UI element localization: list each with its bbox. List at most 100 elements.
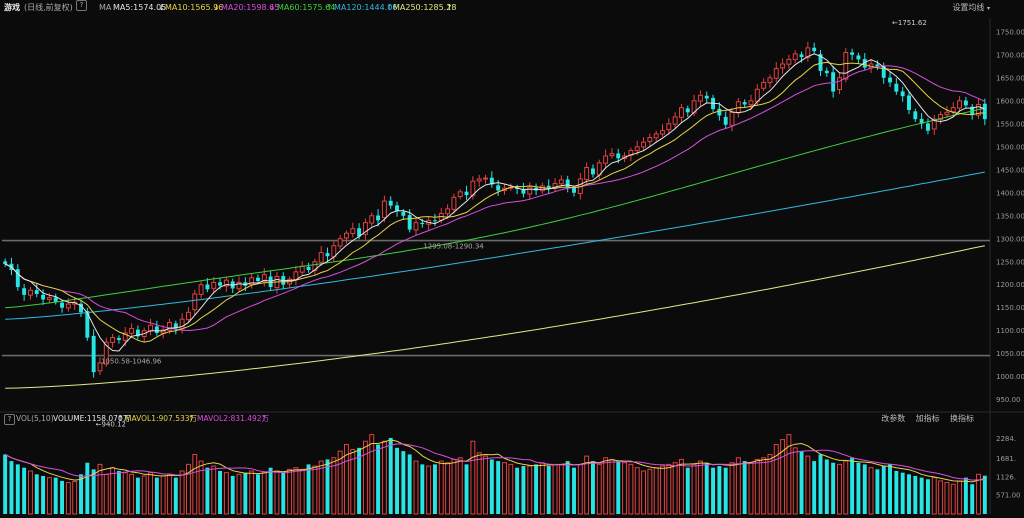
candle-body-up xyxy=(476,178,482,182)
volume-bar-up xyxy=(641,470,646,515)
volume-bar-down xyxy=(91,469,96,514)
y-tick-label: 1450.00 xyxy=(996,166,1024,174)
candle-body-down xyxy=(85,311,90,338)
volume-bar-down xyxy=(888,464,892,514)
volume-bar-down xyxy=(616,461,621,514)
candle-body-up xyxy=(767,77,773,84)
volume-bar-up xyxy=(729,462,735,515)
edit-params-button[interactable]: 改参数 xyxy=(881,414,906,423)
switch-indicator-button[interactable]: 换指标 xyxy=(950,414,974,423)
volume-bar-down xyxy=(243,472,248,514)
volume-bar-up xyxy=(103,473,109,515)
volume-bar-down xyxy=(218,471,223,514)
chart-grid xyxy=(0,18,1024,514)
candle-body-down xyxy=(22,288,27,295)
candle-body-up xyxy=(634,146,640,152)
candle-body-down xyxy=(850,52,855,55)
candle-body-up xyxy=(697,94,703,102)
ma-settings-button[interactable]: 设置均线 ▾ xyxy=(952,0,990,17)
candle-body-up xyxy=(558,179,564,185)
chart-header: 游戏 (日线,前复权) ? MA MA5:1574.05 ↓ MA10:1565… xyxy=(0,0,1024,16)
candle-body-down xyxy=(591,168,595,175)
candle-body-up xyxy=(110,337,116,343)
candle-body-up xyxy=(837,77,842,91)
volume-bar-down xyxy=(799,451,804,514)
volume-bar-up xyxy=(46,477,52,515)
ma20-arrow-icon: ↓ xyxy=(269,3,276,12)
volume-bar-down xyxy=(230,475,235,514)
volume-bar-down xyxy=(420,464,425,514)
y-tick-label: 1550.00 xyxy=(996,120,1024,128)
add-indicator-button[interactable]: 加指标 xyxy=(915,414,940,423)
candle-body-up xyxy=(148,324,153,332)
volume-bar-up xyxy=(274,470,280,515)
volume-bar-up xyxy=(609,458,615,515)
candle-body-up xyxy=(647,137,653,142)
ma10-line xyxy=(4,61,985,343)
volume-bar-up xyxy=(691,463,697,515)
volume-bar-up xyxy=(868,467,874,515)
ma20-line xyxy=(4,65,986,332)
candle-body-up xyxy=(445,208,451,215)
candle-body-up xyxy=(312,261,318,271)
price-annotations: ←1751.62 ←940.12 1295.08-1290.34 1050.58-10… xyxy=(96,19,927,428)
candle-body-up xyxy=(223,279,229,287)
candle-body-down xyxy=(799,54,804,58)
volume-help-icon[interactable]: ? xyxy=(4,414,15,425)
volume-bar-down xyxy=(717,466,722,514)
volume-bar-down xyxy=(685,467,690,514)
candle-body-up xyxy=(957,100,963,109)
candle-body-down xyxy=(717,108,722,116)
volume-bar-up xyxy=(780,439,786,515)
volume-tick-label: 1681. xyxy=(996,455,1016,463)
volume-bar-down xyxy=(9,461,14,514)
y-tick-label: 1750.00 xyxy=(996,28,1024,36)
vol-label[interactable]: VOL(5,10) xyxy=(16,414,54,423)
y-tick-label: 950.00 xyxy=(996,396,1021,404)
candle-body-down xyxy=(546,185,551,189)
volume-bar-up xyxy=(445,462,451,515)
period-label[interactable]: (日线,前复权) xyxy=(24,3,73,12)
candle-body-up xyxy=(603,155,609,164)
candle-body-down xyxy=(135,329,140,337)
volume-bar-up xyxy=(761,457,767,515)
candle-body-up xyxy=(249,277,255,285)
volume-bar-up xyxy=(647,468,653,515)
volume-bar-up xyxy=(786,434,792,515)
y-tick-label: 1150.00 xyxy=(996,304,1024,312)
volume-bar-up xyxy=(931,477,937,515)
volume-bar-down xyxy=(325,459,330,514)
candle-body-up xyxy=(780,63,786,69)
candle-body-down xyxy=(616,153,621,159)
volume-bar-down xyxy=(22,467,27,514)
volume-bar-down xyxy=(850,457,855,514)
candle-body-up xyxy=(167,321,172,331)
candle-body-down xyxy=(963,100,968,106)
candle-body-up xyxy=(362,222,368,235)
candle-body-down xyxy=(572,188,576,193)
volume-bar-down xyxy=(711,467,716,514)
volume-bar-up xyxy=(211,465,217,515)
volume-arrow-icon: ↑ xyxy=(117,414,124,423)
volume-bar-up xyxy=(552,463,558,515)
ma120-value: MA120:1444.06 xyxy=(334,3,398,12)
candle-body-up xyxy=(729,111,735,126)
help-icon[interactable]: ? xyxy=(76,0,87,11)
candle-body-up xyxy=(122,332,128,341)
candle-body-up xyxy=(470,180,476,197)
volume-bar-down xyxy=(268,467,273,514)
candle-body-down xyxy=(388,200,393,206)
candle-body-up xyxy=(773,68,779,79)
candle-body-up xyxy=(179,318,185,330)
candle-body-down xyxy=(565,179,570,188)
candle-body-up xyxy=(198,284,204,295)
volume-bar-up xyxy=(767,453,773,515)
volume-bar-up xyxy=(141,475,147,515)
index-name[interactable]: 游戏 xyxy=(4,3,20,12)
volume-bar-up xyxy=(950,483,956,515)
volume-bar-up xyxy=(167,473,172,515)
volume-bar-up xyxy=(470,440,476,515)
volume-tick-label: 2284. xyxy=(996,435,1016,443)
candle-body-up xyxy=(660,130,665,135)
